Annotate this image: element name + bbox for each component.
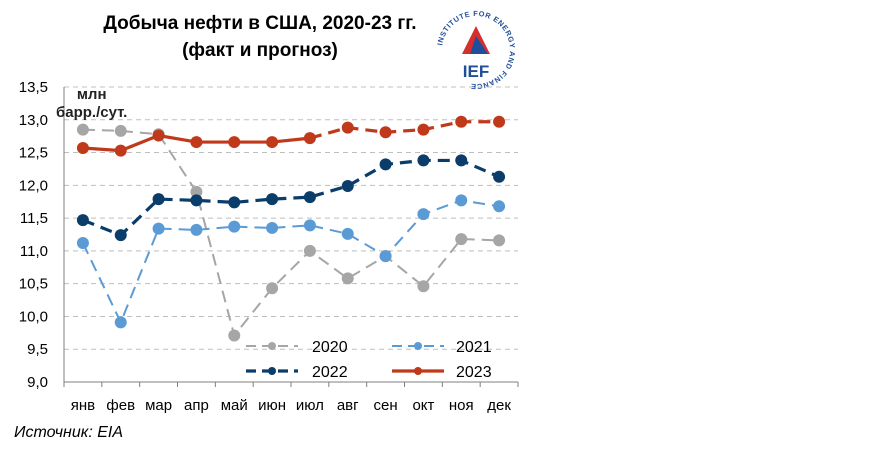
data-point-2022: [114, 229, 127, 242]
x-tick-label: ноя: [449, 397, 474, 414]
chart-title-line1: Добыча нефти в США, 2020-23 гг.: [103, 13, 417, 34]
data-point-2021: [266, 221, 279, 234]
data-point-2022: [228, 196, 241, 209]
data-point-2022: [417, 154, 430, 167]
data-point-2022: [266, 193, 279, 206]
data-point-2022: [341, 179, 354, 192]
y-tick-label: 9,5: [27, 341, 48, 358]
legend-marker-2020: [268, 342, 276, 350]
x-tick-label: янв: [71, 397, 95, 414]
data-point-2020: [341, 272, 354, 285]
data-point-2023: [379, 126, 392, 139]
y-tick-label: 10,5: [19, 276, 48, 293]
data-point-2020: [493, 234, 506, 247]
series-line-2020: [82, 128, 500, 338]
data-point-2020: [76, 123, 89, 136]
data-point-2023: [493, 115, 506, 128]
data-point-2020: [228, 329, 241, 342]
x-tick-label: апр: [184, 397, 209, 414]
data-point-2021: [417, 208, 430, 221]
unit-line1: млн: [76, 86, 107, 103]
data-point-2021: [303, 219, 316, 232]
series-line-2022: [82, 158, 500, 238]
data-point-2021: [152, 222, 165, 235]
data-point-2021: [76, 237, 89, 250]
data-point-2023: [190, 136, 203, 149]
source-note: Источник: EIA: [14, 424, 123, 441]
data-point-2021: [114, 316, 127, 329]
logo-abbr: IEF: [463, 62, 489, 81]
legend-label-2021: 2021: [456, 339, 492, 356]
y-tick-label: 10,0: [19, 308, 48, 325]
y-tick-label: 12,5: [19, 145, 48, 162]
legend-label-2023: 2023: [456, 364, 492, 381]
data-point-2020: [266, 282, 279, 295]
data-point-2022: [303, 191, 316, 204]
data-point-2023: [455, 115, 468, 128]
data-point-2022: [76, 214, 89, 227]
x-tick-label: окт: [412, 397, 434, 414]
data-point-2021: [190, 223, 203, 236]
data-point-2023: [114, 144, 127, 157]
y-tick-label: 9,0: [27, 374, 48, 391]
logo-triangle-blue: [470, 36, 488, 54]
data-point-2023: [152, 129, 165, 142]
data-point-2022: [455, 154, 468, 167]
y-tick-label: 11,5: [20, 210, 48, 227]
data-point-2022: [152, 193, 165, 206]
unit-line2: барр./сут.: [56, 104, 128, 121]
x-tick-label: мар: [145, 397, 172, 414]
data-point-2020: [190, 185, 203, 198]
x-tick-label: июл: [296, 397, 324, 414]
data-point-2023: [76, 141, 89, 154]
x-tick-label: май: [221, 397, 248, 414]
y-tick-label: 11,0: [20, 243, 48, 260]
legend-marker-2023: [414, 367, 422, 375]
y-tick-label: 13,0: [19, 112, 48, 129]
data-point-2021: [379, 250, 392, 263]
chart-title: Добыча нефти в США, 2020-23 гг. (факт и …: [60, 10, 460, 64]
series-line-2021: [82, 199, 500, 325]
data-point-2021: [341, 227, 354, 240]
data-point-2022: [493, 170, 506, 183]
data-point-2023: [266, 136, 279, 149]
x-tick-label: авг: [337, 397, 359, 414]
legend-marker-2021: [414, 342, 422, 350]
x-tick-label: сен: [374, 397, 398, 414]
data-point-2020: [455, 233, 468, 246]
x-tick-label: июн: [258, 397, 286, 414]
data-point-2023: [417, 123, 430, 136]
legend-label-2020: 2020: [312, 339, 348, 356]
y-tick-label: 13,5: [19, 79, 48, 96]
data-point-2020: [114, 124, 127, 137]
series-line-2023-forecast: [309, 120, 500, 140]
x-tick-label: фев: [106, 397, 135, 414]
legend-label-2022: 2022: [312, 364, 348, 381]
data-point-2020: [303, 244, 316, 257]
ief-logo: INSTITUTE FOR ENERGY AND FINANCE IEF: [435, 9, 516, 91]
y-axis-unit-label: млн барр./сут.: [56, 86, 127, 122]
chart-title-line2: (факт и прогноз): [182, 40, 338, 61]
data-point-2021: [493, 200, 506, 213]
x-tick-label: дек: [487, 397, 511, 414]
data-point-2023: [228, 136, 241, 149]
data-point-2023: [341, 121, 354, 134]
data-point-2020: [417, 280, 430, 293]
legend-marker-2022: [268, 367, 276, 375]
data-point-2021: [455, 194, 468, 207]
data-point-2022: [379, 158, 392, 171]
y-tick-label: 12,0: [19, 177, 48, 194]
data-point-2021: [228, 220, 241, 233]
data-point-2023: [303, 132, 316, 145]
data-point-2022: [190, 194, 203, 207]
